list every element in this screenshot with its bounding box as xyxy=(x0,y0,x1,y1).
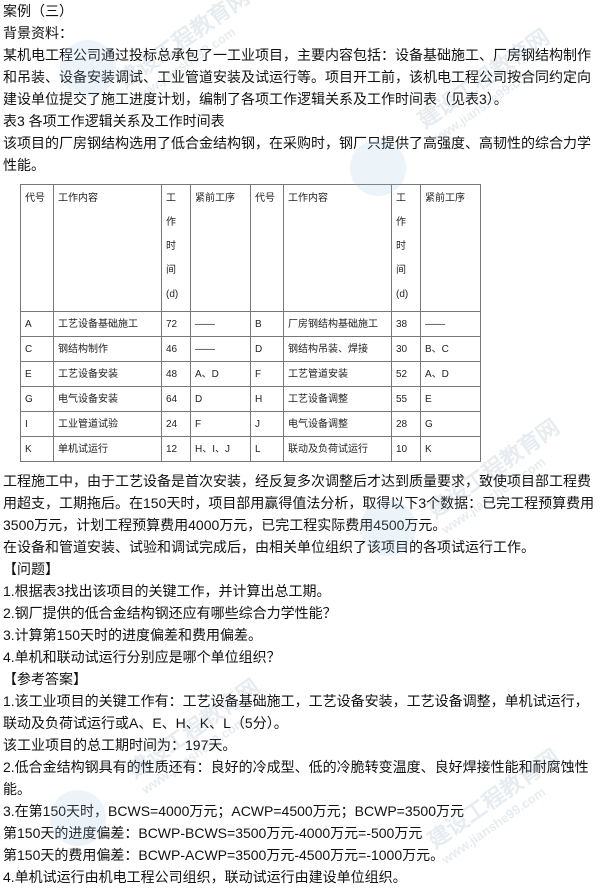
table-cell: H、I、J xyxy=(190,436,251,462)
header-cell: 工 作 时 间 (d) xyxy=(161,184,191,312)
header-cell: 代号 xyxy=(20,184,54,312)
table-cell: G xyxy=(20,386,54,412)
table-row: G 电气设备安装 64 D H 工艺设备调整 55 E xyxy=(20,386,481,412)
table-cell: 工艺设备安装 xyxy=(53,361,162,387)
table-cell: A、D xyxy=(420,361,481,387)
table-cell: 64 xyxy=(161,386,191,412)
table-cell: 24 xyxy=(161,411,191,437)
paragraph: 在设备和管道安装、试验和调试完成后，由相关单位组织了该项目的各项试运行工作。 xyxy=(3,539,535,555)
table-cell: 38 xyxy=(391,311,421,337)
answer-item: 该工业项目的总工期时间为：197天。 xyxy=(3,737,237,753)
answer-item: 2.低合金结构钢具有的性质还有：良好的冷成型、低的冷脆转变温度、良好焊接性能和耐… xyxy=(3,759,589,797)
table-cell: 48 xyxy=(161,361,191,387)
table-cell: 工艺管道安装 xyxy=(283,361,392,387)
table-cell: 30 xyxy=(391,336,421,362)
question-item: 4.单机和联动试运行分别应是哪个单位组织？ xyxy=(3,649,281,665)
table-cell: 钢结构吊装、焊接 xyxy=(283,336,392,362)
document: 案例（三） 背景资料： 某机电工程公司通过投标总承包了一工业项目，主要内容包括：… xyxy=(3,0,599,888)
table-cell: D xyxy=(250,336,284,362)
table-row: C 钢结构制作 46 —— D 钢结构吊装、焊接 30 B、C xyxy=(20,336,481,362)
table-cell: —— xyxy=(420,311,481,337)
table-cell: H xyxy=(250,386,284,412)
table-cell: K xyxy=(420,436,481,462)
header-cell: 紧前工序 xyxy=(420,184,481,312)
table-cell: 单机试运行 xyxy=(53,436,162,462)
table-cell: B xyxy=(250,311,284,337)
question-item: 1.根据表3找出该项目的关键工作，并计算出总工期。 xyxy=(3,583,331,599)
table-cell: 工艺设备调整 xyxy=(283,386,392,412)
table-cell: J xyxy=(250,411,284,437)
table-cell: 工业管道试验 xyxy=(53,411,162,437)
table-cell: —— xyxy=(190,311,251,337)
table-cell: E xyxy=(20,361,54,387)
table-row: A 工艺设备基础施工 72 —— B 厂房钢结构基础施工 38 —— xyxy=(20,311,481,337)
table-cell: 工艺设备基础施工 xyxy=(53,311,162,337)
header-cell: 代号 xyxy=(250,184,284,312)
table-header-row: 代号 工作内容 工 作 时 间 (d) 紧前工序 代号 工作内容 工 作 时 间… xyxy=(20,184,481,312)
table-cell: A、D xyxy=(190,361,251,387)
table-cell: C xyxy=(20,336,54,362)
answer-item: 第150天的费用偏差：BCWP-ACWP=3500万元-4500万元=-1000… xyxy=(3,847,445,863)
table-cell: E xyxy=(420,386,481,412)
case-title: 案例（三） xyxy=(3,3,73,19)
table-cell: 厂房钢结构基础施工 xyxy=(283,311,392,337)
table-cell: G xyxy=(420,411,481,437)
table-cell: 12 xyxy=(161,436,191,462)
table-row: I 工业管道试验 24 F J 电气设备调整 28 G xyxy=(20,411,481,437)
table-row: E 工艺设备安装 48 A、D F 工艺管道安装 52 A、D xyxy=(20,361,481,387)
table-cell: 46 xyxy=(161,336,191,362)
table-cell: 52 xyxy=(391,361,421,387)
table-cell: 电气设备调整 xyxy=(283,411,392,437)
table-cell: 72 xyxy=(161,311,191,337)
table-cell: 联动及负荷试运行 xyxy=(283,436,392,462)
table-cell: K xyxy=(20,436,54,462)
table-cell: D xyxy=(190,386,251,412)
question-item: 2.钢厂提供的低合金结构钢还应有哪些综合力学性能？ xyxy=(3,605,337,621)
table-cell: L xyxy=(250,436,284,462)
paragraph: 某机电工程公司通过投标总承包了一工业项目，主要内容包括：设备基础施工、厂房钢结构… xyxy=(3,47,591,107)
table-cell: I xyxy=(20,411,54,437)
table-cell: 55 xyxy=(391,386,421,412)
table-container: 代号 工作内容 工 作 时 间 (d) 紧前工序 代号 工作内容 工 作 时 间… xyxy=(3,176,599,470)
answer-item: 3.在第150天时，BCWS=4000万元；ACWP=4500万元；BCWP=3… xyxy=(3,803,464,819)
header-cell: 工 作 时 间 (d) xyxy=(391,184,421,312)
answer-item: 第150天的进度偏差：BCWP-BCWS=3500万元-4000万元=-500万… xyxy=(3,825,423,841)
table-cell: F xyxy=(190,411,251,437)
table-cell: 钢结构制作 xyxy=(53,336,162,362)
table-row: K 单机试运行 12 H、I、J L 联动及负荷试运行 10 K xyxy=(20,436,481,462)
table-cell: F xyxy=(250,361,284,387)
paragraph: 工程施工中，由于工艺设备是首次安装，经反复多次调整后才达到质量要求，致使项目部工… xyxy=(3,473,595,533)
header-cell: 紧前工序 xyxy=(190,184,251,312)
table-caption: 表3 各项工作逻辑关系及工作时间表 xyxy=(3,113,225,129)
question-item: 3.计算第150天时的进度偏差和费用偏差。 xyxy=(3,627,263,643)
answer-item: 4.单机试运行由机电工程公司组织，联动试运行由建设单位组织。 xyxy=(3,869,407,885)
answers-label: 【参考答案】 xyxy=(3,671,87,687)
paragraph: 该项目的厂房钢结构选用了低合金结构钢，在采购时，钢厂只提供了高强度、高韧性的综合… xyxy=(3,135,591,173)
table-cell: 10 xyxy=(391,436,421,462)
table-cell: A xyxy=(20,311,54,337)
table-cell: —— xyxy=(190,336,251,362)
header-cell: 工作内容 xyxy=(53,184,162,312)
answer-item: 1.该工业项目的关键工作有：工艺设备基础施工，工艺设备安装，工艺设备调整，单机试… xyxy=(3,693,589,731)
table-cell: 电气设备安装 xyxy=(53,386,162,412)
header-cell: 工作内容 xyxy=(283,184,392,312)
background-label: 背景资料： xyxy=(3,25,73,41)
work-schedule-table: 代号 工作内容 工 作 时 间 (d) 紧前工序 代号 工作内容 工 作 时 间… xyxy=(20,184,481,462)
table-cell: B、C xyxy=(420,336,481,362)
table-cell: 28 xyxy=(391,411,421,437)
questions-label: 【问题】 xyxy=(3,561,59,577)
